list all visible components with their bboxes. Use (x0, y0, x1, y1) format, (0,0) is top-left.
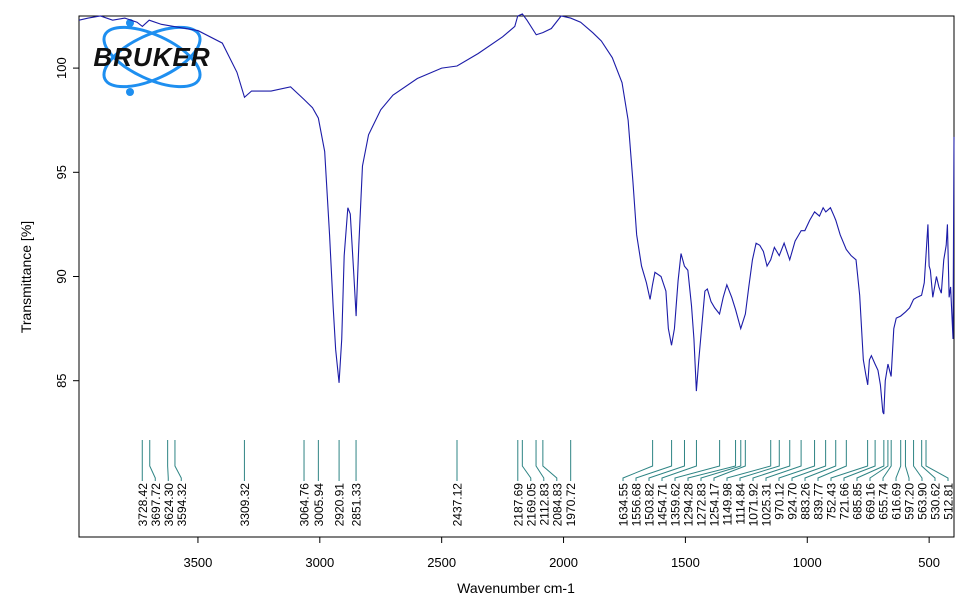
peak-marker (869, 440, 889, 481)
peak-label: 1454.71 (656, 483, 670, 527)
peak-label: 2187.69 (511, 483, 525, 527)
peak-marker (149, 440, 156, 481)
peak-marker (804, 440, 837, 481)
peak-label: 3309.32 (238, 483, 252, 527)
peak-label: 970.12 (773, 483, 787, 520)
peak-marker (830, 440, 869, 481)
peak-marker (167, 440, 169, 481)
y-axis-label: Transmittance [%] (18, 221, 34, 333)
peak-marker (778, 440, 816, 481)
peak-marker (726, 440, 772, 481)
peak-label: 839.77 (812, 483, 826, 520)
peak-label: 1503.82 (643, 483, 657, 527)
peak-marker (661, 440, 697, 481)
peak-marker (765, 440, 802, 481)
peak-marker (535, 440, 545, 481)
peak-label: 1359.62 (669, 483, 683, 527)
logo-orbit (102, 25, 202, 89)
peak-label: 685.85 (851, 483, 865, 520)
peak-label: 3624.30 (162, 483, 176, 527)
logo-orbit (102, 25, 202, 89)
peak-label: 752.43 (825, 483, 839, 520)
peak-label: 2920.91 (333, 483, 347, 527)
x-tick-label: 3500 (183, 555, 212, 570)
peak-marker (791, 440, 827, 481)
plot-frame (78, 15, 955, 538)
peak-label: 1272.83 (695, 483, 709, 527)
logo-text: BRUKER (93, 42, 210, 72)
peak-marker (687, 440, 737, 481)
peak-marker (843, 440, 876, 481)
peak-marker (700, 440, 742, 481)
peak-label: 1634.55 (617, 483, 631, 527)
peak-label: 3005.94 (312, 483, 326, 527)
peak-marker (174, 440, 182, 481)
peak-marker (739, 440, 780, 481)
peak-label: 3594.32 (175, 483, 189, 527)
y-tick-label: 95 (54, 165, 69, 179)
peak-label: 1254.17 (708, 483, 722, 527)
peak-marker (856, 440, 885, 481)
peak-marker (904, 440, 910, 481)
logo-dot (126, 88, 134, 96)
peak-marker (882, 440, 892, 481)
peak-marker (622, 440, 654, 481)
peak-label: 3064.76 (298, 483, 312, 527)
peak-label: 1970.72 (564, 483, 578, 527)
x-tick-label: 2000 (549, 555, 578, 570)
y-tick-label: 100 (54, 57, 69, 79)
peak-label: 924.70 (786, 483, 800, 520)
peak-label: 2437.12 (451, 483, 465, 527)
peak-marker (521, 440, 532, 481)
y-tick-label: 90 (54, 269, 69, 283)
peak-label: 1071.92 (747, 483, 761, 527)
peak-label: 597.20 (903, 483, 917, 520)
peak-label: 2112.83 (537, 483, 551, 526)
peak-label: 1294.28 (682, 483, 696, 527)
peak-label: 563.90 (916, 483, 930, 520)
peak-label: 669.16 (864, 483, 878, 520)
x-axis-label: Wavenumber cm-1 (457, 580, 575, 596)
peak-label: 1025.31 (760, 483, 774, 527)
peak-marker (713, 440, 746, 481)
x-tick-label: 1500 (671, 555, 700, 570)
peak-marker (925, 440, 949, 481)
peak-label: 2851.33 (350, 483, 364, 527)
peak-label: 530.62 (929, 483, 943, 520)
y-tick-label: 85 (54, 373, 69, 387)
peak-label: 2169.05 (524, 483, 538, 527)
peak-marker (542, 440, 558, 481)
x-tick-label: 500 (918, 555, 940, 570)
peak-marker (635, 440, 673, 481)
peak-marker (921, 440, 936, 481)
peak-marker (895, 440, 902, 481)
peak-label: 616.69 (890, 483, 904, 520)
spectrum-line (78, 13, 955, 415)
peak-marker (648, 440, 685, 481)
peak-label: 655.74 (877, 483, 891, 520)
x-tick-label: 3000 (305, 555, 334, 570)
peak-label: 883.26 (799, 483, 813, 520)
peak-marker (817, 440, 847, 481)
peak-label: 1114.84 (734, 483, 748, 525)
peak-marker (674, 440, 721, 481)
peak-label: 2084.83 (550, 483, 564, 527)
peak-label: 3728.42 (136, 483, 150, 527)
x-tick-label: 2500 (427, 555, 456, 570)
peak-label: 1556.68 (630, 483, 644, 527)
peak-label: 512.81 (942, 483, 956, 520)
peak-label: 1149.98 (721, 483, 735, 526)
peak-marker (913, 440, 923, 481)
peak-marker (752, 440, 791, 481)
logo: BRUKER (93, 19, 210, 96)
peak-label: 3697.72 (149, 483, 163, 527)
x-tick-label: 1000 (793, 555, 822, 570)
peak-label: 721.66 (838, 483, 852, 520)
